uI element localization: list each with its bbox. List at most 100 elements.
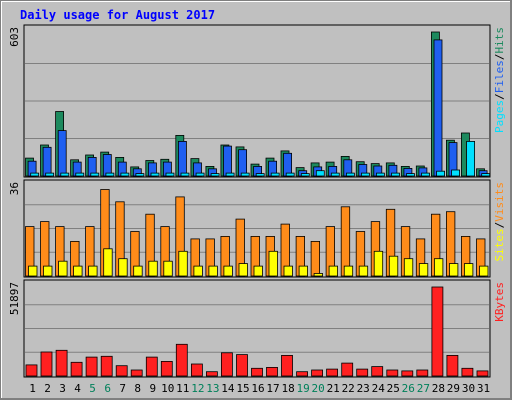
bar-kbytes-day-12 [190,363,203,377]
bar-pages-day-2 [45,172,55,177]
bar-sites-day-21 [328,265,339,277]
bar-pages-day-30 [466,140,476,177]
x-tick-label: 20 [311,382,324,395]
bar-visits-day-22 [340,206,351,277]
bar-files-day-14 [223,145,232,177]
x-tick-label: 18 [281,382,294,395]
side-label: Sites/Visits [493,182,506,262]
bar-pages-day-26 [406,173,415,177]
side-label-part: Visits [493,182,506,222]
x-tick-label: 29 [447,382,460,395]
bar-kbytes-day-1 [25,364,38,377]
bar-files-day-28 [433,39,443,177]
bar-pages-day-22 [345,172,355,177]
chart-title: Daily usage for August 2017 [20,8,215,22]
side-label-part: Files [493,60,506,93]
side-label-part: Hits [493,27,506,54]
side-label: KBytes [493,282,506,322]
bar-kbytes-day-15 [236,354,248,377]
bar-pages-day-20 [315,170,325,177]
bar-files-day-15 [238,149,248,177]
x-tick-label: 24 [372,382,386,395]
bar-sites-day-20 [313,273,324,277]
bar-kbytes-day-10 [160,360,173,377]
bar-kbytes-day-31 [476,370,489,377]
x-tick-label: 26 [402,382,415,395]
bar-kbytes-day-18 [281,354,293,377]
x-tick-label: 21 [327,382,340,395]
bar-sites-day-24 [373,250,384,277]
bar-pages-day-29 [451,169,461,177]
x-tick-label: 22 [342,382,355,395]
bar-files-day-2 [42,146,52,177]
bar-pages-day-3 [60,172,70,177]
bar-sites-day-29 [448,263,459,277]
bar-visits-day-20 [310,240,321,277]
bar-pages-day-6 [105,172,115,177]
x-tick-label: 23 [357,382,370,395]
bar-pages-day-9 [150,172,160,177]
x-tick-label: 4 [74,382,81,395]
bar-pages-day-8 [135,173,145,177]
bar-kbytes-day-16 [251,367,263,377]
side-label-part: Sites [493,228,506,261]
x-tick-label: 25 [387,382,400,395]
bar-pages-day-21 [330,172,340,177]
bar-pages-day-18 [285,172,295,177]
bar-sites-day-3 [58,260,68,277]
bar-kbytes-day-24 [371,366,384,377]
x-tick-label: 17 [266,382,279,395]
bar-sites-day-18 [283,265,293,277]
bar-sites-day-1 [28,265,38,277]
bar-kbytes-day-5 [85,356,98,377]
bar-sites-day-28 [433,258,444,277]
bar-kbytes-day-13 [205,371,218,377]
bar-kbytes-day-17 [266,366,278,377]
y-max-label: 51897 [8,282,21,315]
bar-pages-day-1 [30,172,40,177]
bar-pages-day-10 [165,172,175,177]
x-tick-label: 2 [44,382,51,395]
x-tick-label: 1 [29,382,36,395]
bar-files-day-3 [57,130,67,177]
bar-pages-day-25 [391,172,400,177]
x-tick-label: 3 [59,382,66,395]
x-tick-label: 14 [221,382,235,395]
bar-pages-day-24 [375,172,385,177]
bar-pages-day-12 [195,172,205,177]
x-tick-label: 15 [236,382,249,395]
bar-pages-day-23 [360,172,370,177]
x-tick-label: 7 [119,382,126,395]
panel-kbytes: 51897 KBytes [8,279,506,378]
bar-sites-day-2 [43,265,53,277]
x-tick-label: 30 [462,382,475,395]
bar-kbytes-day-23 [356,368,369,377]
bar-sites-day-17 [268,250,278,277]
bar-pages-day-14 [225,172,235,177]
x-tick-label: 10 [161,382,174,395]
y-max-label: 36 [8,182,21,195]
bar-kbytes-day-27 [416,369,429,377]
bar-sites-day-8 [133,265,143,277]
bar-kbytes-day-3 [55,349,68,377]
bar-kbytes-day-20 [311,369,324,377]
bar-sites-day-13 [208,265,218,277]
bar-files-day-18 [283,152,293,177]
x-tick-label: 13 [206,382,219,395]
panel-visits-sites: 36 Sites/Visits [8,179,506,278]
bar-kbytes-day-22 [341,362,354,377]
y-max-label: 603 [8,27,21,47]
bar-pages-day-4 [75,172,85,177]
bar-kbytes-day-8 [130,369,143,377]
x-tick-label: 19 [296,382,309,395]
bar-kbytes-day-21 [326,368,339,377]
side-label-part: / [493,93,506,100]
bar-kbytes-day-9 [145,356,158,377]
bar-sites-day-22 [343,265,354,277]
bar-sites-day-30 [463,263,474,277]
bar-sites-day-4 [73,265,83,277]
bar-kbytes-day-6 [100,355,113,377]
bar-sites-day-25 [388,255,399,277]
side-label-part: KBytes [493,282,506,322]
bar-sites-day-31 [479,265,489,277]
